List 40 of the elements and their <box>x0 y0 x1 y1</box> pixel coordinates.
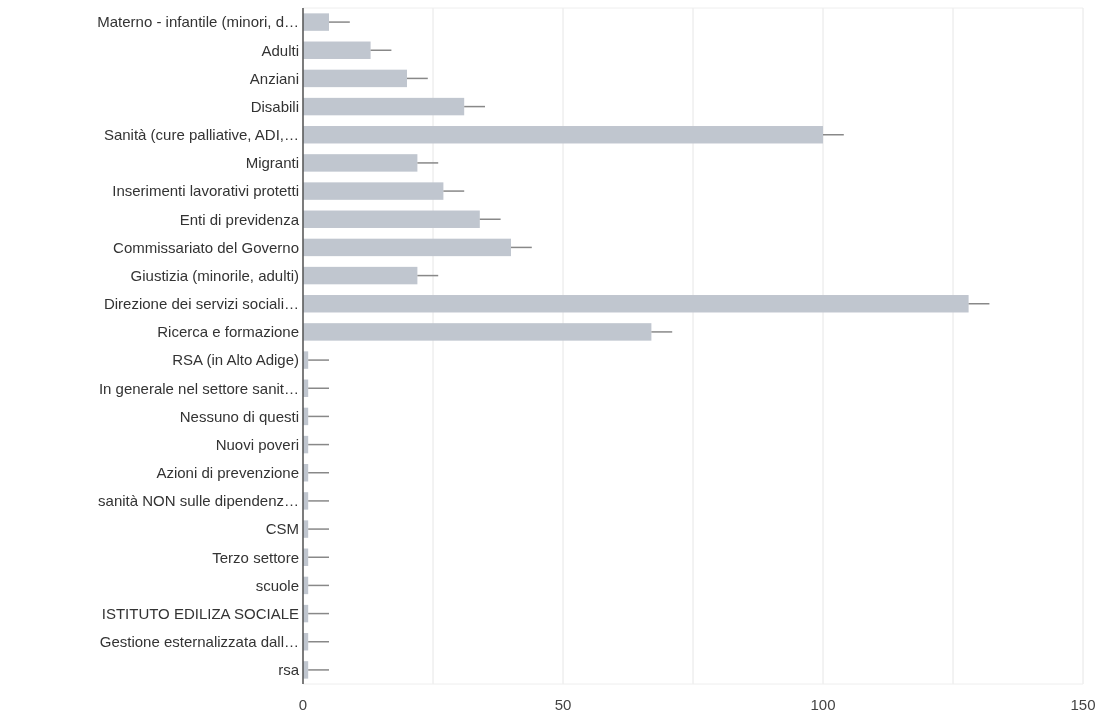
y-tick-label: Enti di previdenza <box>179 210 300 228</box>
y-tick-label: Commissariato del Governo <box>113 238 299 256</box>
bar <box>303 210 480 228</box>
bar <box>303 266 418 285</box>
y-tick-label: RSA (in Alto Adige) <box>172 351 299 369</box>
y-tick-label: ISTITUTO EDILIZA SOCIALE <box>101 604 299 622</box>
y-tick-label: Sanità (cure palliative, ADI,… <box>103 126 299 143</box>
bar <box>303 13 329 31</box>
y-tick-label: CSM <box>265 520 299 538</box>
y-tick-label: Ricerca e formazione <box>157 323 299 341</box>
y-tick-label: Nuovi poveri <box>215 435 299 453</box>
y-tick-label: Migranti <box>245 154 299 172</box>
x-tick-label: 0 <box>298 696 308 713</box>
bar <box>303 69 407 88</box>
bar <box>303 41 371 59</box>
y-tick-label: Disabili <box>250 97 299 115</box>
y-tick-label: Gestione esternalizzata dall… <box>99 633 299 650</box>
y-tick-label: rsa <box>278 661 300 679</box>
bar <box>303 238 511 257</box>
y-tick-label: Terzo settore <box>212 548 299 566</box>
y-tick-label: Azioni di prevenzione <box>156 464 299 481</box>
bar <box>303 154 418 172</box>
y-tick-label: Direzione dei servizi sociali… <box>103 295 299 312</box>
bar <box>303 295 969 313</box>
x-tick-label: 150 <box>1070 696 1096 713</box>
x-tick-label: 50 <box>554 696 572 713</box>
bar <box>303 323 652 341</box>
y-tick-label: Anziani <box>249 69 299 87</box>
x-tick-label: 100 <box>810 696 836 713</box>
y-tick-label: Giustizia (minorile, adulti) <box>130 266 299 284</box>
bar <box>303 97 465 116</box>
y-tick-label: scuole <box>255 576 299 594</box>
y-tick-label: sanità NON sulle dipendenz… <box>98 492 299 510</box>
y-tick-label: In generale nel settore sanit… <box>98 379 299 397</box>
y-tick-label: Inserimenti lavorativi protetti <box>112 182 299 200</box>
bar <box>303 182 444 200</box>
y-tick-label: Nessuno di questi <box>179 407 299 425</box>
y-tick-label: Materno - infantile (minori, d… <box>97 13 299 31</box>
y-tick-label: Adulti <box>261 41 299 59</box>
bar <box>303 126 823 144</box>
